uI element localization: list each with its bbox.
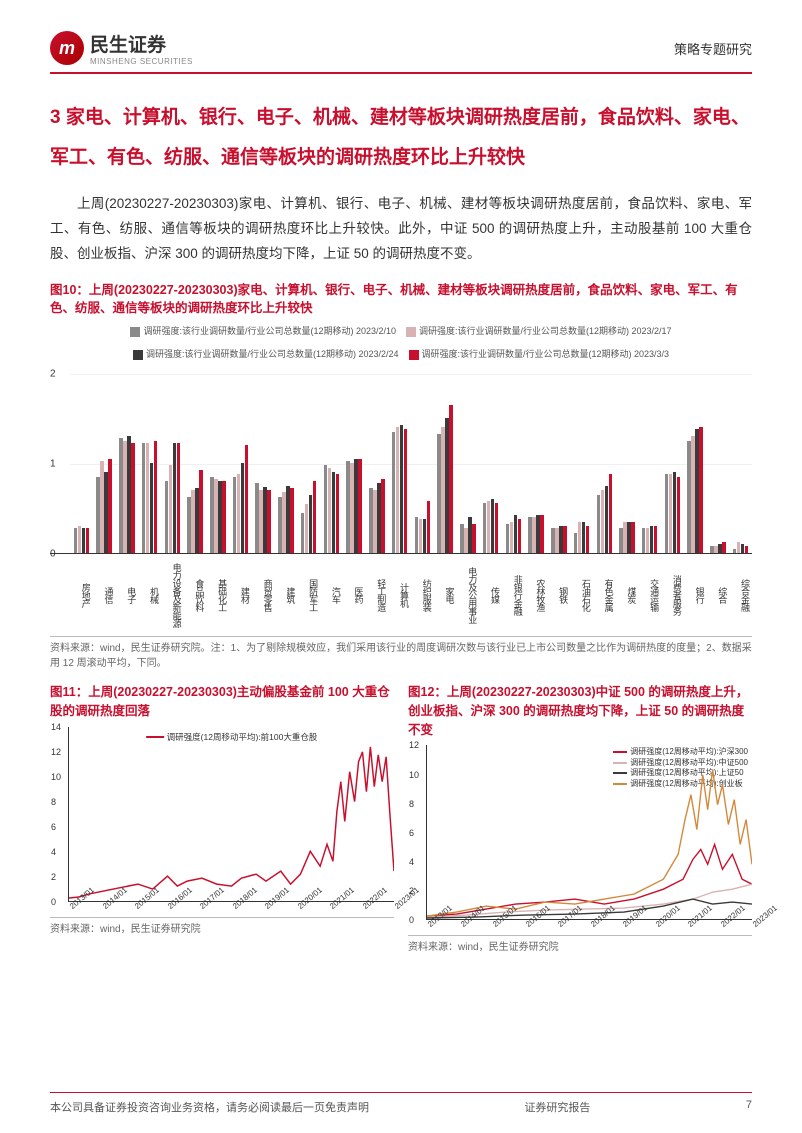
fig11-source: 资料来源：wind，民生证券研究院 — [50, 917, 394, 937]
fig12-title: 图12：上周(20230227-20230303)中证 500 的调研热度上升，… — [408, 683, 752, 739]
fig12-source: 资料来源：wind，民生证券研究院 — [408, 935, 752, 955]
fig10-xlabels: 房地产通信电子机械电力设备及新能源食品饮料基础化工建材商贸零售建筑国防军工汽车医… — [70, 554, 752, 632]
fig11-title: 图11：上周(20230227-20230303)主动偏股基金前 100 大重仓… — [50, 683, 394, 721]
fig12-chart: 调研强度(12周移动平均):沪深300调研强度(12周移动平均):中证500调研… — [426, 745, 752, 920]
fig10-legend: 调研强度:该行业调研数量/行业公司总数量(12期移动) 2023/2/10调研强… — [50, 324, 752, 360]
header-right: 策略专题研究 — [674, 39, 752, 58]
logo: m 民生证券 MINSHENG SECURITIES — [50, 30, 193, 66]
footer: 本公司具备证券投资咨询业务资格，请务必阅读最后一页免责声明 证券研究报告 7 — [50, 1092, 752, 1115]
fig11-chart: 调研强度(12周移动平均):前100大重仓股 02468101214 — [68, 727, 394, 902]
footer-right: 7 — [746, 1099, 752, 1115]
company-sub: MINSHENG SECURITIES — [90, 57, 193, 66]
fig10-source: 资料来源：wind，民生证券研究院。注：1、为了剔除规模效应，我们采用该行业的周… — [50, 636, 752, 671]
section-title: 3 家电、计算机、银行、电子、机械、建材等板块调研热度居前，食品饮料、家电、军工… — [50, 98, 752, 178]
fig12-xlabels: 2013/012014/012015/012016/012017/012018/… — [426, 920, 752, 931]
footer-left: 本公司具备证券投资咨询业务资格，请务必阅读最后一页免责声明 — [50, 1099, 369, 1115]
header: m 民生证券 MINSHENG SECURITIES 策略专题研究 — [50, 30, 752, 74]
fig10-title: 图10：上周(20230227-20230303)家电、计算机、银行、电子、机械… — [50, 281, 752, 319]
body-paragraph: 上周(20230227-20230303)家电、计算机、银行、电子、机械、建材等… — [50, 192, 752, 267]
footer-center: 证券研究报告 — [524, 1099, 590, 1115]
fig11-xlabels: 2013/012014/012015/012016/012017/012018/… — [68, 902, 394, 913]
logo-mark-icon: m — [50, 31, 84, 65]
fig10-chart: 012 — [50, 364, 752, 554]
company-name: 民生证券 — [90, 30, 193, 57]
